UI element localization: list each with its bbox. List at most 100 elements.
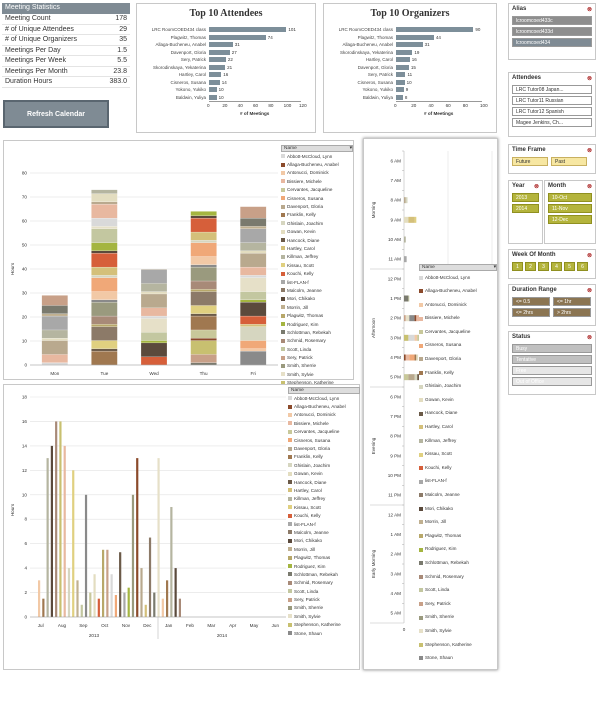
duration-item[interactable]: <= 2hrs xyxy=(512,308,550,317)
stack-segment[interactable] xyxy=(240,302,267,317)
year-item[interactable]: 2013 xyxy=(512,193,539,202)
legend-item[interactable]: Stone, Shaun xyxy=(288,629,360,637)
legend-item[interactable]: Kouchi, Kelly xyxy=(419,461,497,475)
legend-item[interactable]: Cisneros, Susana xyxy=(419,339,497,353)
legend-item[interactable]: Hancock, Diane xyxy=(281,236,353,244)
week-item[interactable]: 2 xyxy=(525,262,536,271)
stack-segment[interactable] xyxy=(190,315,217,331)
stack-segment[interactable] xyxy=(416,315,420,322)
legend-item[interactable]: Stephenson, Katherine xyxy=(288,621,360,629)
legend-item[interactable]: Franklin, Kelly xyxy=(419,366,497,380)
stack-segment[interactable] xyxy=(91,250,118,254)
bar[interactable] xyxy=(114,595,117,617)
bar[interactable] xyxy=(396,49,413,55)
bar[interactable] xyxy=(396,27,474,32)
stack-segment[interactable] xyxy=(91,350,118,366)
stack-segment[interactable] xyxy=(408,334,415,341)
legend-item[interactable]: Schlottman, Rebekah xyxy=(288,570,360,578)
legend-item[interactable]: Cervantes, Jacqueline xyxy=(419,325,497,339)
year-item[interactable]: 2014 xyxy=(512,204,539,213)
stack-segment[interactable] xyxy=(240,291,267,300)
bar[interactable] xyxy=(209,42,233,47)
legend-item[interactable]: Gowan, Kevin xyxy=(281,228,353,236)
clear-filter-icon[interactable]: ⊗ xyxy=(586,148,592,154)
duration-item[interactable]: > 2hrs xyxy=(553,308,591,317)
stack-segment[interactable] xyxy=(41,329,68,339)
legend-item[interactable]: Franklin, Kelly xyxy=(281,211,353,219)
bar[interactable] xyxy=(396,94,403,100)
stack-segment[interactable] xyxy=(91,218,118,227)
stack-segment[interactable] xyxy=(190,256,217,265)
stack-segment[interactable] xyxy=(240,206,267,219)
stack-segment[interactable] xyxy=(404,295,409,302)
status-item[interactable]: Busy xyxy=(512,344,592,353)
stack-segment[interactable] xyxy=(140,269,168,284)
stack-segment[interactable] xyxy=(240,253,267,268)
bar[interactable] xyxy=(106,549,109,617)
status-item[interactable]: Out of Office xyxy=(512,377,592,386)
legend-header[interactable]: Name ▾ xyxy=(281,145,353,152)
bar[interactable] xyxy=(102,549,105,617)
bar[interactable] xyxy=(396,87,404,92)
legend-item[interactable]: Ghislain, Joachim xyxy=(281,219,353,227)
clear-filter-icon[interactable]: ⊗ xyxy=(586,76,592,82)
alias-item[interactable]: lcroomcoed433c xyxy=(512,16,592,25)
legend-item[interactable]: Kissau, Scott xyxy=(288,503,360,511)
stack-segment[interactable] xyxy=(140,342,168,357)
stack-segment[interactable] xyxy=(405,197,408,204)
stack-segment[interactable] xyxy=(41,295,68,306)
legend-item[interactable]: Mori, Chikako xyxy=(419,502,497,516)
stack-segment[interactable] xyxy=(41,315,68,331)
legend-item[interactable]: Franklin, Kelly xyxy=(288,453,360,461)
month-item[interactable]: 10-Oct xyxy=(548,193,592,202)
stack-segment[interactable] xyxy=(240,350,267,366)
legend-item[interactable]: Allaga-Bucheneu, Anabel xyxy=(281,160,353,168)
stack-segment[interactable] xyxy=(405,354,410,361)
stack-segment[interactable] xyxy=(91,275,118,278)
bar[interactable] xyxy=(63,445,66,617)
stack-segment[interactable] xyxy=(240,218,267,227)
legend-item[interactable]: Hartley, Carol xyxy=(419,421,497,435)
stack-segment[interactable] xyxy=(91,193,118,202)
stack-segment[interactable] xyxy=(240,326,267,341)
bar[interactable] xyxy=(84,494,88,617)
stack-segment[interactable] xyxy=(404,236,406,243)
refresh-calendar-button[interactable]: Refresh Calendar xyxy=(3,100,109,128)
legend-item[interactable]: Morrin, Jill xyxy=(288,545,360,553)
stack-segment[interactable] xyxy=(41,338,68,341)
bar[interactable] xyxy=(209,87,217,92)
bar[interactable] xyxy=(209,49,230,55)
stack-segment[interactable] xyxy=(405,315,410,322)
bar[interactable] xyxy=(42,598,45,617)
stack-segment[interactable] xyxy=(190,280,217,290)
stack-segment[interactable] xyxy=(190,218,217,233)
legend-header[interactable]: Name ▾ xyxy=(419,264,497,271)
stack-segment[interactable] xyxy=(414,216,417,223)
clear-filter-icon[interactable]: ⊗ xyxy=(586,253,592,259)
bar[interactable] xyxy=(396,42,423,47)
bar[interactable] xyxy=(131,494,135,617)
legend-item[interactable]: Davenport, Gloria xyxy=(281,202,353,210)
bar[interactable] xyxy=(161,598,164,617)
stack-segment[interactable] xyxy=(190,340,217,355)
stack-segment[interactable] xyxy=(91,266,118,276)
bar[interactable] xyxy=(174,568,177,617)
stack-segment[interactable] xyxy=(91,291,118,300)
stack-segment[interactable] xyxy=(404,354,406,361)
stack-segment[interactable] xyxy=(190,313,217,317)
bar[interactable] xyxy=(396,79,405,85)
legend-item[interactable]: Rodriguez, Kim xyxy=(288,562,360,570)
stack-segment[interactable] xyxy=(240,340,267,349)
legend-item[interactable]: Schlottman, Rebekah xyxy=(419,556,497,570)
attendee-item[interactable]: LRC Tutor08 Japan... xyxy=(512,85,592,94)
legend-item[interactable]: Killman, Jeffrey xyxy=(419,434,497,448)
stack-segment[interactable] xyxy=(190,362,217,366)
legend-item[interactable]: Schmid, Rosemary xyxy=(419,570,497,584)
legend-item[interactable]: Malcolm, Jeanne xyxy=(419,489,497,503)
legend-item[interactable]: Kouchi, Kelly xyxy=(288,511,360,519)
bar[interactable] xyxy=(80,604,83,617)
stack-segment[interactable] xyxy=(404,334,409,341)
stack-segment[interactable] xyxy=(240,275,267,278)
stack-segment[interactable] xyxy=(404,216,409,223)
stack-segment[interactable] xyxy=(190,354,217,363)
